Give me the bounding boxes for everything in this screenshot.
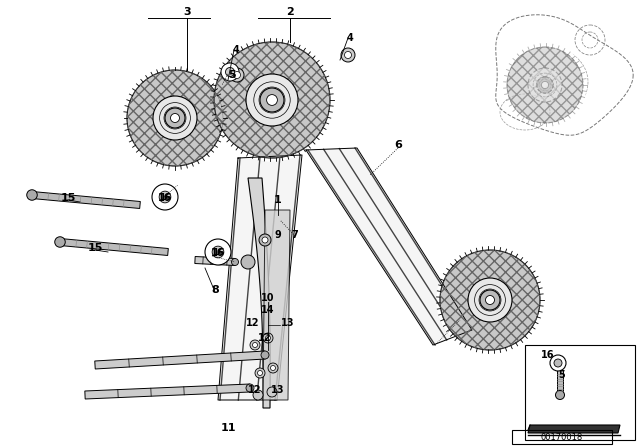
Text: 12: 12 [259,333,272,343]
Circle shape [541,82,548,89]
Text: 6: 6 [394,140,402,150]
Circle shape [27,190,37,200]
Circle shape [241,255,255,269]
Circle shape [127,70,223,166]
Circle shape [212,246,224,258]
Text: 7: 7 [292,230,298,240]
Circle shape [554,359,562,367]
Circle shape [255,368,265,378]
Circle shape [528,68,562,102]
Polygon shape [263,210,290,400]
Circle shape [55,237,65,247]
Text: 13: 13 [271,385,285,395]
Text: 9: 9 [275,230,282,240]
Circle shape [230,68,244,82]
Circle shape [152,184,178,210]
Circle shape [253,390,263,400]
Circle shape [480,290,500,310]
Text: 12: 12 [248,385,262,395]
Circle shape [504,44,586,126]
Circle shape [263,333,273,343]
Circle shape [267,387,277,397]
Circle shape [260,88,284,112]
Circle shape [537,77,553,93]
Circle shape [225,68,234,77]
Circle shape [271,366,275,370]
Circle shape [550,355,566,371]
Circle shape [221,63,239,81]
Circle shape [214,42,330,158]
Text: 5: 5 [228,70,236,80]
Polygon shape [557,370,563,395]
Text: 3: 3 [183,7,191,17]
Text: 8: 8 [211,285,219,295]
Text: 16: 16 [158,193,172,203]
Text: 5: 5 [559,370,565,380]
Circle shape [437,247,543,353]
Circle shape [259,234,271,246]
Circle shape [341,48,355,62]
Circle shape [253,343,257,348]
Text: 2: 2 [286,7,294,17]
Polygon shape [306,148,472,345]
Circle shape [556,391,564,400]
Circle shape [262,237,268,243]
Circle shape [507,47,583,123]
Text: 11: 11 [220,423,236,433]
Circle shape [170,113,179,122]
Polygon shape [528,425,620,433]
Text: 4: 4 [347,33,353,43]
Circle shape [165,108,185,128]
Text: 1: 1 [274,195,282,205]
Text: 4: 4 [232,45,239,55]
Circle shape [159,191,171,203]
Text: 13: 13 [281,318,295,328]
Text: 10: 10 [261,293,275,303]
Text: 16: 16 [212,247,224,257]
Circle shape [232,258,239,266]
Circle shape [250,340,260,350]
Text: 16: 16 [159,193,172,202]
Polygon shape [248,178,270,408]
Circle shape [205,239,231,265]
Text: 16: 16 [541,350,555,360]
Polygon shape [85,384,250,399]
Text: 12: 12 [246,318,260,328]
Circle shape [344,52,351,59]
Circle shape [468,278,512,322]
Polygon shape [95,351,265,369]
Circle shape [267,95,277,105]
Circle shape [440,250,540,350]
Text: 00170018: 00170018 [541,432,583,441]
Circle shape [211,39,333,161]
Circle shape [246,384,254,392]
Text: 15: 15 [60,193,76,203]
Circle shape [268,363,278,373]
Circle shape [257,370,262,375]
Text: 16: 16 [211,248,225,258]
Circle shape [246,74,298,126]
Circle shape [261,351,269,359]
Circle shape [266,336,271,340]
Circle shape [486,296,495,305]
Polygon shape [60,238,168,255]
Polygon shape [218,155,302,400]
Circle shape [234,72,241,78]
Polygon shape [195,257,235,266]
Circle shape [153,96,197,140]
Circle shape [124,67,226,169]
Text: 14: 14 [261,305,275,315]
Text: 15: 15 [87,243,102,253]
Polygon shape [31,191,140,208]
